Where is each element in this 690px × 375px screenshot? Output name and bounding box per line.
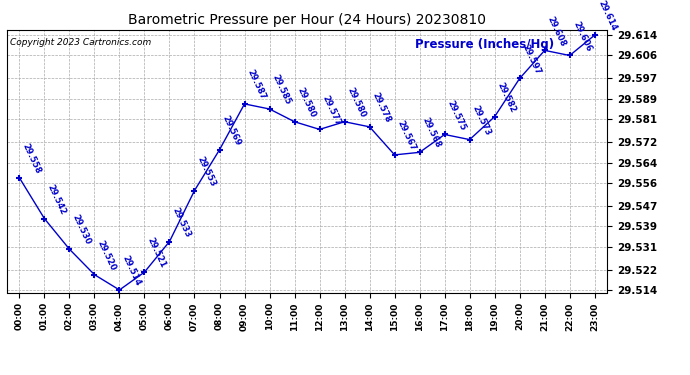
Text: Copyright 2023 Cartronics.com: Copyright 2023 Cartronics.com — [10, 38, 151, 47]
Text: 29.567: 29.567 — [396, 119, 418, 152]
Text: 29.578: 29.578 — [371, 91, 393, 124]
Text: 29.553: 29.553 — [196, 154, 218, 188]
Text: 29.580: 29.580 — [296, 86, 317, 119]
Text: 29.530: 29.530 — [71, 213, 92, 246]
Text: 29.533: 29.533 — [171, 206, 193, 239]
Text: 29.577: 29.577 — [321, 94, 343, 127]
Text: 29.558: 29.558 — [21, 142, 43, 175]
Text: 29.542: 29.542 — [46, 183, 68, 216]
Text: 29.580: 29.580 — [346, 86, 368, 119]
Text: 29.597: 29.597 — [521, 43, 543, 76]
Text: 29.608: 29.608 — [546, 15, 568, 48]
Text: 29.582: 29.582 — [496, 81, 518, 114]
Text: 29.585: 29.585 — [271, 73, 293, 106]
Text: Pressure (Inches/Hg): Pressure (Inches/Hg) — [415, 38, 554, 51]
Text: 29.521: 29.521 — [146, 236, 168, 269]
Text: 29.575: 29.575 — [446, 99, 468, 132]
Text: 29.514: 29.514 — [121, 254, 143, 287]
Title: Barometric Pressure per Hour (24 Hours) 20230810: Barometric Pressure per Hour (24 Hours) … — [128, 13, 486, 27]
Text: 29.520: 29.520 — [96, 239, 118, 272]
Text: 29.573: 29.573 — [471, 104, 493, 137]
Text: 29.606: 29.606 — [571, 20, 593, 53]
Text: 29.568: 29.568 — [421, 116, 443, 150]
Text: 29.587: 29.587 — [246, 68, 268, 101]
Text: 29.614: 29.614 — [596, 0, 618, 32]
Text: 29.569: 29.569 — [221, 114, 243, 147]
